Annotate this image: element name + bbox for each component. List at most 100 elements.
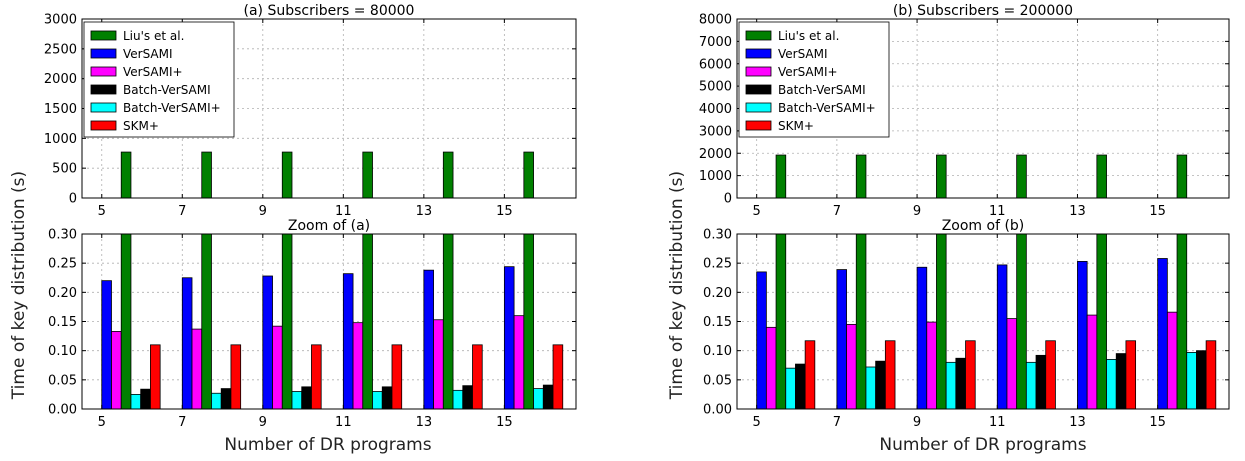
legend-entry: SKM+	[778, 119, 814, 133]
x-tick-label: 5	[753, 415, 761, 430]
bar-liu-s-et-al--11	[362, 234, 373, 409]
bar-batch-versami-5	[795, 363, 806, 409]
bar-versami--5	[765, 326, 777, 409]
legend-box	[83, 21, 235, 138]
chart-panel-0: 0 500 1000 1500 2000 2500 3000 5 7 9 11 13 15 (a) Sub…	[44, 3, 577, 219]
bar-batch-versami--9	[945, 361, 957, 409]
legend-swatch	[90, 120, 117, 131]
bar-batch-versami--11	[1025, 361, 1037, 409]
y-tick-label: 0.05	[48, 373, 77, 388]
bar-versami--11	[352, 322, 364, 409]
x-tick-label: 11	[989, 204, 1006, 219]
bar-versami-11	[342, 273, 354, 409]
chart-panels: 0 500 1000 1500 2000 2500 3000 5 7 9 11 13 15 (a) Sub…	[44, 3, 1230, 430]
bar-versami-13	[423, 269, 434, 409]
bar-batch-versami-7	[220, 388, 232, 409]
bar-skm--15	[1205, 340, 1217, 409]
chart-panel-1: 0.00 0.05 0.10 0.15 0.20 0.25 0.30 5 7 9 11 13 15 Zoo…	[48, 218, 577, 430]
bar-skm--13	[472, 344, 483, 409]
bar-liu-s-et-al--7	[201, 234, 212, 409]
legend-entry: Liu's et al.	[123, 29, 184, 43]
bar-versami--13	[1086, 314, 1098, 409]
legend-box	[738, 21, 890, 138]
legend-swatch	[90, 102, 117, 113]
y-tick-label: 0.20	[703, 286, 732, 301]
chart-title: (b) Subscribers = 200000	[893, 3, 1073, 19]
bar-batch-versami--9	[291, 391, 303, 409]
x-tick-label: 5	[753, 204, 761, 219]
x-tick-label: 7	[178, 415, 186, 430]
x-tick-label: 7	[833, 415, 841, 430]
bar-skm--5	[150, 344, 161, 409]
y-tick-label: 0	[69, 192, 77, 207]
bar-liu-s-et-al--9	[936, 154, 947, 198]
bar-versami-5	[101, 280, 112, 409]
x-tick-label: 9	[259, 415, 267, 430]
bar-batch-versami--15	[1186, 352, 1197, 409]
bar-batch-versami-9	[955, 357, 966, 409]
bar-skm--7	[230, 344, 242, 409]
y-tick-label: 2000	[699, 147, 732, 162]
bar-batch-versami--13	[452, 389, 464, 409]
legend-swatch	[90, 84, 117, 95]
bar-liu-s-et-al--5	[120, 234, 132, 409]
x-tick-label: 7	[178, 204, 186, 219]
bar-liu-s-et-al--13	[442, 234, 454, 409]
y-tick-label: 0.00	[703, 403, 732, 418]
bar-batch-versami--5	[130, 394, 142, 409]
bar-liu-s-et-al--13	[442, 151, 454, 198]
bar-batch-versami-5	[140, 388, 151, 409]
bar-versami-15	[1157, 258, 1168, 409]
bar-batch-versami--11	[372, 391, 383, 409]
x-tick-label: 15	[1149, 415, 1166, 430]
legend-swatch	[745, 120, 772, 131]
y-tick-label: 0.30	[48, 228, 77, 243]
y-axis-label-right: Time of key distribution (s)	[667, 171, 687, 400]
legend: Liu's et al. VerSAMI VerSAMI+ Batch-VerSAMI…	[738, 21, 890, 138]
bars	[756, 234, 1217, 409]
bar-versami-9	[262, 275, 273, 409]
bar-skm--5	[804, 340, 816, 409]
legend-entry: VerSAMI	[123, 47, 173, 61]
bar-liu-s-et-al--15	[523, 151, 534, 198]
chart-panel-3: 0.00 0.05 0.10 0.15 0.20 0.25 0.30 5 7 9 11 13 15 Zoo…	[703, 218, 1230, 430]
bar-batch-versami--13	[1106, 359, 1117, 409]
bar-batch-versami-11	[1035, 354, 1047, 409]
y-tick-label: 7000	[699, 35, 732, 50]
legend-entry: Batch-VerSAMI+	[123, 101, 221, 115]
bar-liu-s-et-al--15	[1176, 234, 1188, 409]
y-tick-label: 1500	[44, 102, 77, 117]
bar-liu-s-et-al--13	[1096, 154, 1107, 198]
bars	[101, 234, 564, 409]
y-tick-label: 0	[724, 192, 732, 207]
x-tick-label: 13	[1069, 204, 1086, 219]
bar-liu-s-et-al--5	[120, 151, 132, 198]
bar-liu-s-et-al--9	[936, 234, 947, 409]
bar-batch-versami-15	[1196, 350, 1207, 409]
x-axis-label-right: Number of DR programs	[879, 435, 1086, 455]
bar-versami--7	[846, 324, 857, 409]
y-tick-label: 8000	[699, 13, 732, 28]
bar-skm--15	[552, 344, 564, 409]
x-tick-label: 13	[416, 415, 433, 430]
legend-swatch	[745, 66, 772, 77]
legend-entry: VerSAMI+	[778, 65, 838, 79]
bars	[101, 151, 564, 198]
y-tick-label: 0.30	[703, 228, 732, 243]
bar-versami--9	[272, 325, 283, 409]
bars	[756, 154, 1217, 198]
y-tick-label: 3000	[44, 13, 77, 28]
bar-skm--11	[391, 344, 403, 409]
bar-versami--13	[433, 319, 444, 409]
bar-batch-versami--7	[211, 392, 222, 409]
bar-liu-s-et-al--13	[1096, 234, 1107, 409]
y-tick-label: 4000	[699, 102, 732, 117]
x-tick-label: 7	[833, 204, 841, 219]
bar-versami-13	[1077, 261, 1088, 409]
y-tick-label: 0.10	[703, 344, 732, 359]
bar-versami-11	[996, 264, 1008, 409]
legend-entry: Batch-VerSAMI+	[778, 101, 876, 115]
legend-swatch	[90, 30, 117, 41]
legend-entry: SKM+	[123, 119, 159, 133]
y-tick-label: 2500	[44, 42, 77, 57]
